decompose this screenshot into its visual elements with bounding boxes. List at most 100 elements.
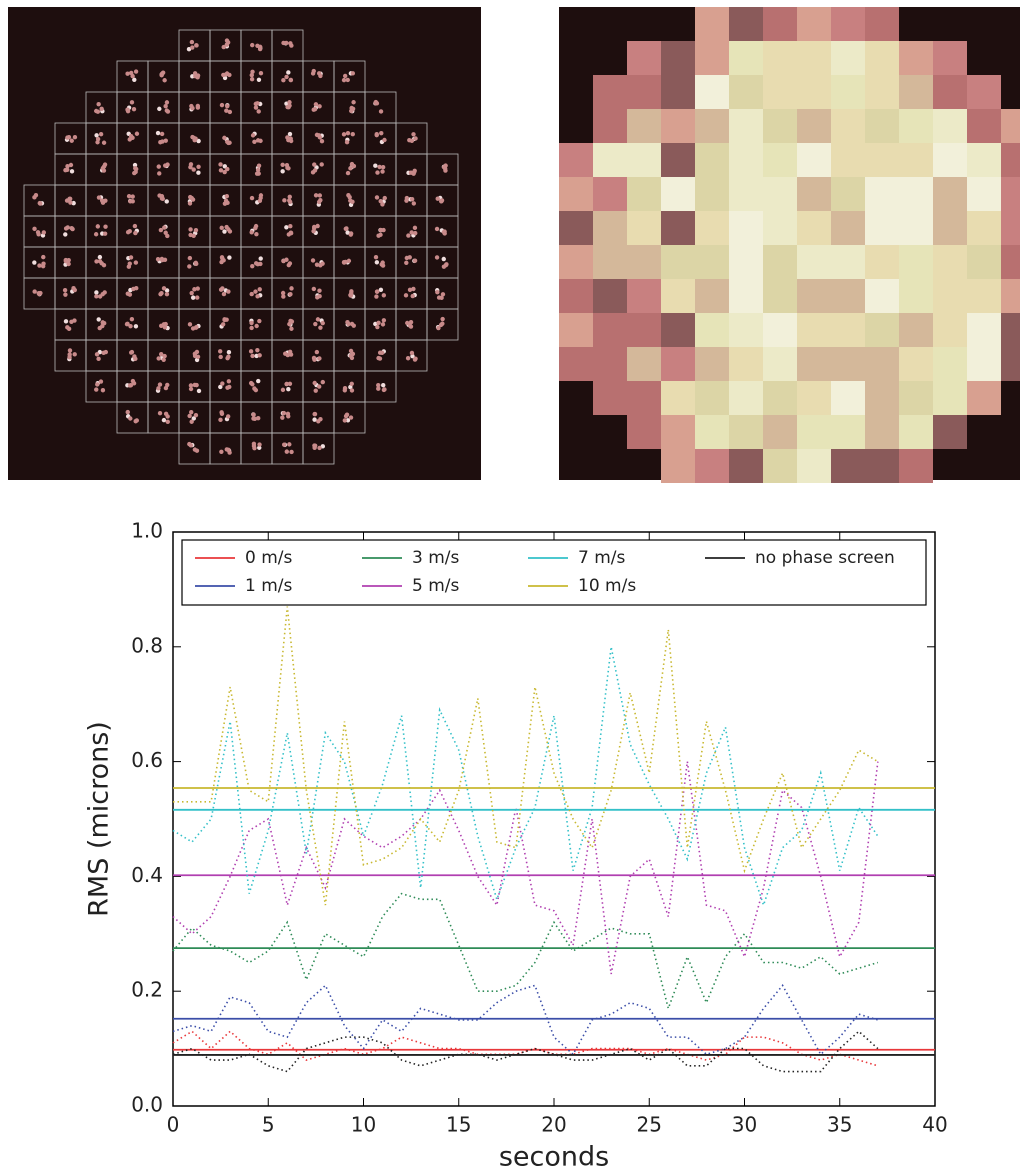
mosaic-spot xyxy=(101,140,107,145)
pixel xyxy=(695,109,729,143)
mosaic-spot xyxy=(257,287,262,292)
pixel xyxy=(933,109,967,143)
mosaic-spot xyxy=(69,138,74,143)
pixel xyxy=(899,109,933,143)
mosaic-spot xyxy=(41,254,46,260)
y-tick-label: 0.2 xyxy=(131,978,163,1002)
mosaic-spot xyxy=(381,293,387,298)
mosaic-spot xyxy=(258,71,264,76)
mosaic-spot xyxy=(248,349,254,354)
mosaic-spot xyxy=(381,227,386,233)
mosaic-spot xyxy=(284,40,289,46)
mosaic-spot xyxy=(159,256,165,262)
pixel xyxy=(865,109,899,143)
pixel xyxy=(695,279,729,313)
mosaic-spot xyxy=(222,229,227,234)
mosaic-spot xyxy=(188,443,194,448)
mosaic-spot xyxy=(311,226,317,231)
mosaic-spot xyxy=(342,386,348,391)
mosaic-spot xyxy=(315,223,320,229)
mosaic-spot xyxy=(160,196,165,201)
mosaic-spot xyxy=(315,317,321,322)
mosaic-spot xyxy=(160,139,165,144)
mosaic-spot xyxy=(405,320,410,326)
mosaic-spot xyxy=(125,71,130,76)
mosaic-spot xyxy=(158,227,164,233)
mosaic-spot xyxy=(128,199,133,204)
pixel xyxy=(797,211,831,245)
pixel xyxy=(695,41,729,75)
mosaic-spot xyxy=(132,162,138,168)
mosaic-spot xyxy=(188,383,194,388)
mosaic-spot xyxy=(255,347,260,353)
mosaic-spot xyxy=(288,352,294,357)
pixel-grid xyxy=(559,7,1020,483)
mosaic-spot xyxy=(227,255,232,260)
pixel xyxy=(831,245,865,279)
mosaic-spot xyxy=(35,230,41,235)
mosaic-spot xyxy=(217,349,223,354)
mosaic-spot xyxy=(94,352,100,357)
mosaic-spot xyxy=(72,135,78,140)
mosaic-spot xyxy=(189,409,194,415)
mosaic-spot xyxy=(100,320,105,325)
mosaic-spot xyxy=(311,286,317,292)
mosaic-spot xyxy=(128,133,134,139)
mosaic-spot xyxy=(157,410,163,416)
mosaic-spot xyxy=(99,261,104,266)
pixel xyxy=(967,313,1001,347)
pixel xyxy=(967,143,1001,177)
legend-box xyxy=(181,539,927,606)
mosaic-spot xyxy=(66,261,71,267)
pixel xyxy=(865,41,899,75)
pixel xyxy=(865,7,899,41)
mosaic-spot xyxy=(435,196,440,201)
mosaic-spot xyxy=(317,288,322,293)
series-line xyxy=(173,606,879,906)
pixel xyxy=(933,41,967,75)
pixel xyxy=(763,177,797,211)
mosaic-spot xyxy=(434,255,440,260)
mosaic-cell xyxy=(364,370,397,403)
mosaic-spot xyxy=(155,256,161,262)
mosaic-spot xyxy=(100,388,106,393)
pixel xyxy=(899,75,933,109)
mosaic-spot xyxy=(93,232,99,237)
pixel xyxy=(933,143,967,177)
mosaic-spot xyxy=(403,293,409,298)
mosaic-spot xyxy=(249,195,255,201)
pixel xyxy=(1001,313,1020,347)
mosaic-spot xyxy=(162,225,167,230)
pixel xyxy=(763,449,797,483)
mosaic-spot xyxy=(195,105,201,110)
pixel xyxy=(933,279,967,313)
mosaic-spot xyxy=(411,286,416,292)
mosaic-spot xyxy=(349,108,354,114)
pixel xyxy=(831,347,865,381)
mosaic-spot xyxy=(102,290,107,295)
mosaic-spot xyxy=(376,355,381,361)
pixel xyxy=(763,75,797,109)
mosaic-spot xyxy=(312,443,318,448)
mosaic-spot xyxy=(439,199,444,204)
mosaic-spot xyxy=(188,386,194,392)
pixel xyxy=(593,109,627,143)
mosaic-spot xyxy=(156,164,161,169)
mosaic-spot xyxy=(409,230,414,235)
mosaic-spot xyxy=(96,102,101,107)
pixel xyxy=(797,313,831,347)
mosaic-spot xyxy=(256,109,261,114)
pixel xyxy=(933,75,967,109)
mosaic-spot xyxy=(187,201,193,206)
pixel xyxy=(627,41,661,75)
mosaic-spot xyxy=(133,69,139,74)
pixel xyxy=(627,245,661,279)
mosaic-spot xyxy=(374,131,379,137)
pixel xyxy=(1001,211,1020,245)
mosaic-spot xyxy=(313,102,319,107)
mosaic-spot xyxy=(404,260,409,265)
pixel xyxy=(661,211,695,245)
mosaic-spot xyxy=(280,290,286,296)
pixel xyxy=(729,109,763,143)
mosaic-spot xyxy=(161,357,166,362)
